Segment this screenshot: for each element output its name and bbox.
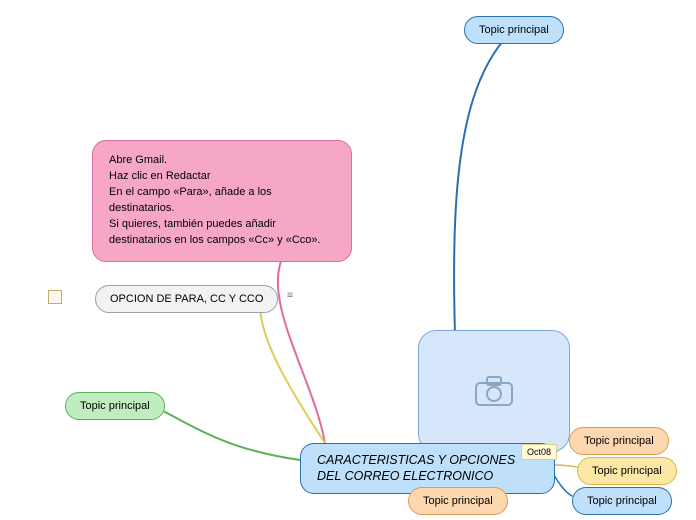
node-opcion[interactable]: OPCION DE PARA, CC Y CCO xyxy=(95,285,278,313)
node-center[interactable]: CARACTERISTICAS Y OPCIONES DEL CORREO EL… xyxy=(300,443,555,494)
date-badge: Oct08 xyxy=(521,444,557,460)
node-right-principal-3[interactable]: Topic principal xyxy=(572,487,672,515)
checkbox-icon[interactable] xyxy=(48,290,62,304)
note-line: Haz clic en Redactar xyxy=(109,169,335,185)
node-left-principal[interactable]: Topic principal xyxy=(65,392,165,420)
mindmap-canvas: { "type": "mindmap", "background_color":… xyxy=(0,0,696,520)
note-line: En el campo «Para», añade a los destinat… xyxy=(109,185,335,217)
notes-icon[interactable]: ≡ xyxy=(287,290,293,301)
image-placeholder[interactable] xyxy=(418,330,570,452)
node-top-principal[interactable]: Topic principal xyxy=(464,16,564,44)
node-right-principal-1[interactable]: Topic principal xyxy=(569,427,669,455)
note-line: Si quieres, también puedes añadir xyxy=(109,217,335,233)
note-instructions: Abre Gmail. Haz clic en Redactar En el c… xyxy=(92,140,352,262)
node-right-principal-2[interactable]: Topic principal xyxy=(577,457,677,485)
camera-icon xyxy=(474,375,514,407)
note-line: Abre Gmail. xyxy=(109,153,335,169)
note-line: destinatarios en los campos «Cc» y «Cco»… xyxy=(109,233,335,249)
node-bottom-principal[interactable]: Topic principal xyxy=(408,487,508,515)
